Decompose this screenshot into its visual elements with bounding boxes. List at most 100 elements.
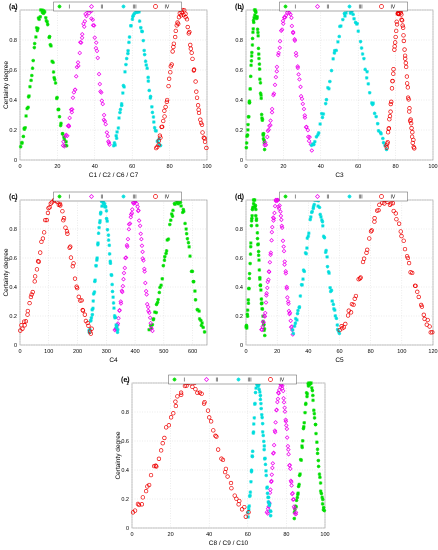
data-point	[243, 514, 248, 519]
data-point	[288, 318, 293, 324]
data-point	[68, 244, 73, 249]
data-point	[142, 269, 147, 274]
data-point	[191, 279, 196, 284]
data-point	[164, 249, 169, 253]
data-point	[250, 43, 255, 47]
data-point	[83, 11, 88, 17]
data-point	[250, 50, 254, 55]
data-point	[411, 137, 416, 143]
data-point	[116, 327, 120, 332]
data-point	[281, 395, 286, 401]
data-point	[168, 70, 173, 75]
legend-label: II	[101, 5, 104, 11]
data-point	[256, 34, 260, 38]
data-point	[223, 466, 229, 472]
data-point	[244, 326, 249, 330]
data-point	[263, 456, 267, 461]
data-point	[400, 23, 405, 28]
data-point	[304, 124, 309, 130]
data-point	[251, 20, 256, 25]
data-point	[207, 415, 212, 420]
data-point	[341, 17, 345, 22]
data-point	[270, 465, 275, 471]
data-point	[246, 128, 250, 132]
data-point	[281, 399, 287, 405]
data-point	[18, 144, 23, 149]
data-point	[421, 312, 426, 317]
data-point	[72, 87, 78, 92]
data-point	[261, 319, 266, 325]
data-point	[271, 442, 277, 448]
data-point	[154, 464, 159, 469]
data-point	[162, 108, 167, 113]
data-point	[370, 102, 375, 107]
data-point	[375, 121, 380, 126]
data-point	[301, 106, 307, 112]
data-point	[45, 22, 50, 27]
data-point	[100, 204, 104, 208]
data-point	[104, 130, 110, 135]
data-point	[311, 204, 316, 209]
legend-marker	[379, 194, 384, 199]
data-point	[91, 299, 96, 303]
x-tick-label: 60	[129, 164, 135, 170]
data-point	[129, 210, 135, 216]
data-point	[111, 295, 115, 299]
data-point	[306, 138, 312, 144]
data-point	[390, 201, 396, 206]
data-point	[115, 324, 119, 328]
data-point	[78, 40, 84, 45]
data-point	[162, 258, 167, 263]
panel-label: (d)	[235, 194, 244, 201]
data-point	[274, 407, 279, 413]
data-point	[343, 321, 348, 327]
data-point	[94, 48, 100, 54]
y-tick-label: 0.6	[235, 256, 243, 262]
data-point	[256, 30, 260, 35]
data-point	[258, 393, 263, 398]
data-point	[32, 279, 37, 284]
data-point	[31, 58, 35, 63]
x-tick-label: 60	[336, 349, 342, 355]
data-point	[27, 300, 32, 306]
plot-area	[19, 199, 208, 346]
data-point	[284, 426, 290, 432]
data-point	[118, 299, 124, 304]
data-point	[201, 135, 206, 140]
data-point	[351, 302, 356, 307]
data-point	[320, 495, 324, 500]
data-point	[344, 11, 348, 15]
data-point	[310, 209, 314, 214]
data-point	[287, 310, 293, 316]
data-point	[268, 252, 273, 258]
data-point	[208, 419, 214, 424]
data-point	[156, 456, 162, 461]
data-point	[147, 482, 152, 488]
data-point	[303, 410, 307, 415]
data-point	[399, 17, 404, 22]
data-point	[307, 134, 312, 140]
data-point	[126, 51, 130, 56]
data-point	[251, 430, 256, 434]
data-point	[309, 148, 315, 153]
data-point	[90, 17, 95, 23]
data-point	[291, 331, 296, 336]
data-point	[258, 91, 263, 96]
data-point	[253, 401, 257, 406]
data-point	[122, 265, 128, 271]
data-point	[348, 310, 354, 315]
data-point	[408, 121, 414, 126]
x-tick-label: 600	[188, 349, 197, 355]
data-point	[245, 312, 250, 317]
data-point	[278, 209, 283, 214]
data-point	[318, 475, 322, 480]
data-point	[263, 462, 268, 467]
data-point	[51, 60, 55, 65]
data-point	[122, 85, 126, 89]
legend-box	[279, 191, 408, 202]
y-tick-label: 0.4	[9, 285, 17, 291]
data-point	[377, 202, 382, 207]
data-point	[404, 81, 410, 86]
x-tick-label: 20	[168, 532, 174, 538]
data-point	[301, 277, 305, 281]
